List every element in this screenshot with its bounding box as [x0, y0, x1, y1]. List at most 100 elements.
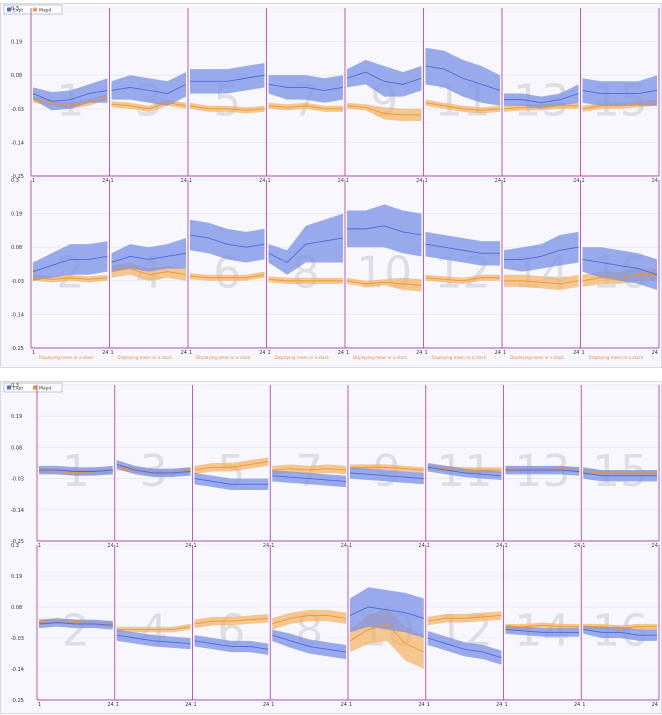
series-a-band	[111, 72, 186, 106]
series-b-line	[505, 624, 580, 628]
series-a-line	[583, 472, 657, 477]
series-a-band	[347, 59, 422, 97]
x-tick-label: 24	[259, 350, 265, 356]
series-b-line	[582, 102, 658, 110]
series-a-band	[272, 629, 346, 660]
x-tick-label: 24	[416, 178, 422, 184]
panel-caption: Displaying mean or a stack	[432, 355, 487, 360]
y-tick-label: 0.3	[11, 383, 19, 389]
series-a-line	[116, 634, 191, 645]
series-a-band	[504, 231, 579, 272]
series-a-band	[116, 629, 191, 650]
series-a-line	[190, 74, 265, 82]
x-tick-label: 24	[185, 702, 191, 708]
series-a-band	[268, 75, 343, 103]
series-b-line	[272, 468, 347, 471]
x-tick-label: 1	[582, 178, 585, 184]
panel-caption: Displaying mean or a stack	[353, 355, 408, 360]
x-tick-label: 1	[425, 350, 428, 356]
x-tick-label: 24	[107, 543, 113, 549]
series-b-line	[427, 466, 502, 471]
series-b-band	[268, 102, 343, 112]
series-b-line	[111, 268, 187, 276]
panel-5: 51 24	[189, 62, 266, 184]
series-a-line	[505, 629, 580, 633]
panel-caption: Displaying mean or a stack	[589, 355, 644, 360]
y-tick-label: 0.19	[11, 414, 22, 420]
y-tick-label: -0.25	[11, 174, 24, 180]
panel-10: 10 1 24 Displaying mean or a stack	[346, 204, 423, 360]
series-b-band	[116, 623, 191, 633]
x-tick-label: 24	[495, 350, 501, 356]
x-tick-label: 1	[505, 543, 508, 549]
series-b-line	[582, 274, 657, 282]
y-tick-label: 0.19	[11, 212, 22, 218]
series-b-line	[346, 105, 422, 116]
x-tick-label: 1	[116, 543, 119, 549]
series-a-line	[504, 246, 579, 260]
x-tick-label: 24	[185, 543, 191, 549]
series-b-line	[111, 102, 187, 110]
series-a-band	[504, 84, 579, 109]
x-tick-label: 24	[338, 178, 344, 184]
y-tick-label: 0.19	[11, 574, 22, 580]
x-tick-label: 1	[503, 350, 506, 356]
series-a-line	[349, 472, 424, 480]
series-a-line	[272, 475, 347, 482]
series-b-band	[347, 277, 422, 292]
series-a-line	[427, 637, 502, 659]
panel-caption: Displaying mean or a stack	[118, 355, 173, 360]
y-tick-label: -0.25	[11, 698, 24, 704]
series-b-band	[272, 609, 346, 630]
series-a-line	[505, 469, 580, 472]
series-a-band	[39, 465, 113, 476]
series-b-line	[427, 615, 502, 622]
x-tick-label: 24	[341, 702, 347, 708]
series-a-band	[111, 238, 186, 272]
series-a-band	[425, 231, 500, 266]
series-b-line	[349, 623, 424, 653]
series-a-line	[194, 640, 269, 650]
series-b-line	[194, 617, 269, 625]
series-a-line	[425, 65, 501, 91]
x-tick-label: 24	[341, 543, 347, 549]
series-b-band	[350, 464, 424, 473]
panel-caption: Displaying mean or a stack	[196, 355, 251, 360]
series-b-line	[583, 471, 657, 474]
x-tick-label: 1	[38, 702, 41, 708]
y-tick-label: -0.03	[11, 279, 24, 285]
series-a-band	[427, 630, 502, 665]
y-tick-label: -0.14	[11, 312, 24, 318]
x-tick-label: 1	[505, 702, 508, 708]
x-tick-label: 1	[268, 350, 271, 356]
legend-label: Mapd	[39, 385, 51, 391]
x-tick-label: 1	[32, 350, 35, 356]
series-a-band	[190, 62, 265, 94]
series-a-line	[346, 71, 422, 85]
series-a-band	[583, 625, 657, 641]
series-b-line	[189, 274, 265, 279]
series-a-band	[427, 463, 502, 481]
x-tick-label: 24	[181, 350, 187, 356]
y-tick-label: 0.08	[11, 245, 22, 251]
x-tick-label: 24	[574, 543, 580, 549]
series-a-line	[347, 225, 422, 236]
y-tick-label: 0.08	[11, 605, 22, 611]
x-tick-label: 24	[652, 702, 658, 708]
x-tick-label: 24	[263, 702, 269, 708]
x-tick-label: 24	[102, 178, 108, 184]
panel-caption: Displaying mean or a stack	[39, 355, 94, 360]
x-tick-label: 24	[652, 178, 658, 184]
series-a-band	[425, 47, 500, 106]
series-b-line	[503, 105, 579, 110]
x-tick-label: 24	[652, 543, 658, 549]
series-a-line	[194, 478, 269, 485]
top-chart-svg: ExptMapd0.30.190.08-0.03-0.14-0.25112431…	[3, 4, 660, 360]
y-tick-label: 0.19	[11, 40, 22, 46]
